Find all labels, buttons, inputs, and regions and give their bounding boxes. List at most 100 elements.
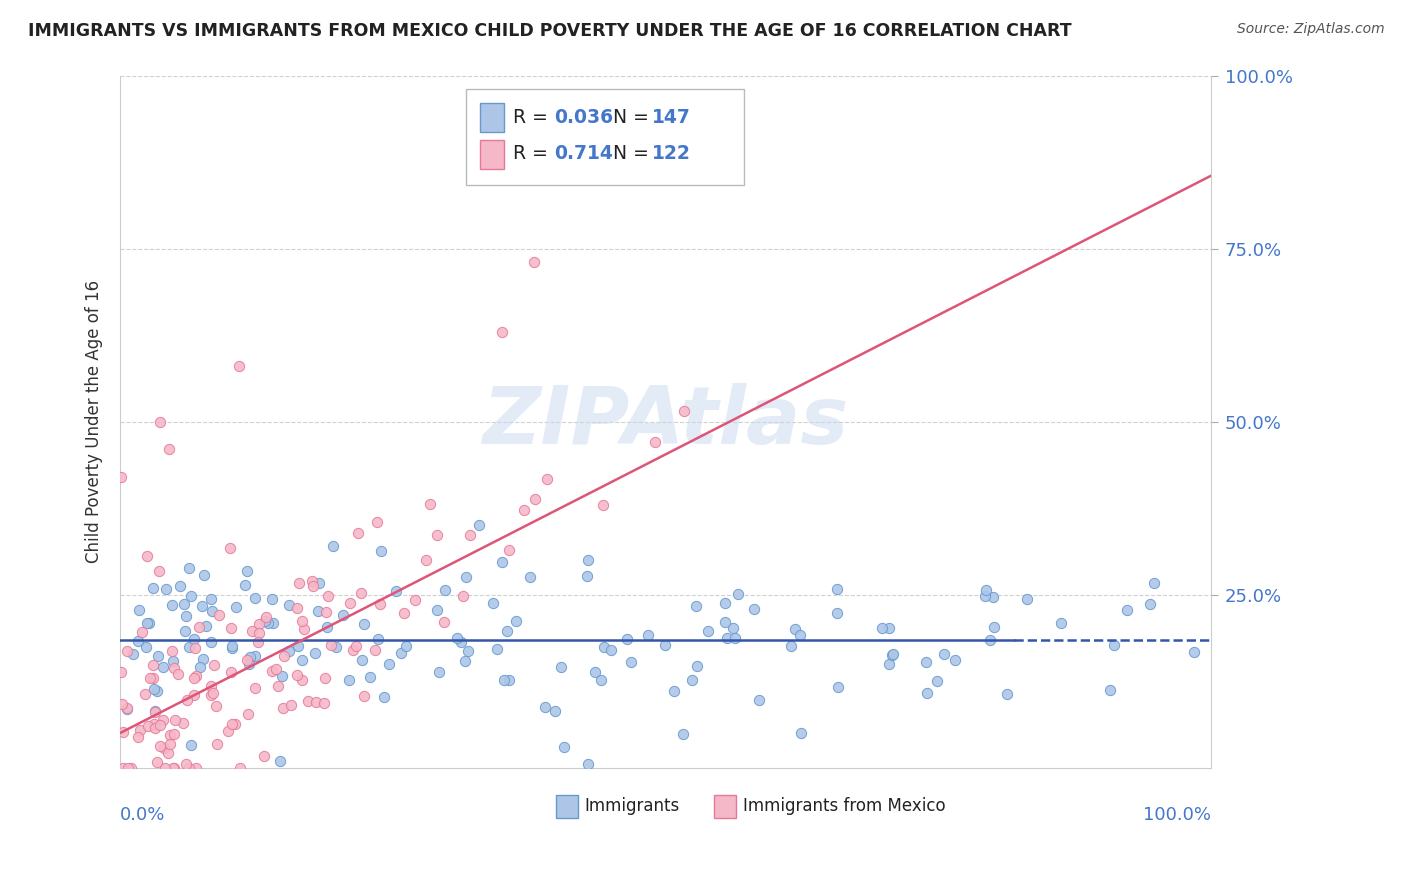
Point [152,714,174,728]
Point [177,640,200,654]
Point [934,647,956,661]
Point [1139,597,1161,611]
Point [325,640,347,654]
Point [138,719,160,733]
Point [426,528,449,542]
Point [350,586,373,600]
Point [278,598,301,612]
Point [662,684,685,698]
Point [456,570,478,584]
Text: Immigrants from Mexico: Immigrants from Mexico [742,797,945,815]
Point [184,669,207,683]
Point [337,673,360,688]
Point [221,640,243,655]
Point [128,603,150,617]
Point [129,723,152,737]
Point [183,688,205,702]
Point [672,727,695,741]
Point [304,646,326,660]
Point [145,755,167,769]
Point [247,635,270,649]
Point [498,543,520,558]
Point [637,628,659,642]
Point [239,649,262,664]
Point [385,583,408,598]
Point [1104,639,1126,653]
Point [394,606,416,620]
Point [446,632,468,646]
Point [332,607,354,622]
Point [142,671,165,685]
Point [304,695,326,709]
Point [136,616,159,631]
Point [995,687,1018,701]
Point [287,601,309,615]
Text: R =: R = [513,108,554,127]
Point [825,582,848,597]
Point [827,680,849,694]
Point [134,687,156,701]
Point [260,664,283,678]
Point [155,761,177,775]
Point [184,761,207,775]
Point [347,526,370,541]
Text: Immigrants: Immigrants [585,797,681,815]
Point [404,593,426,607]
Point [367,632,389,646]
Point [363,642,385,657]
Point [193,567,215,582]
Point [202,658,225,673]
Point [370,543,392,558]
Point [115,644,138,658]
Y-axis label: Child Poverty Under the Age of 16: Child Poverty Under the Age of 16 [86,280,103,563]
Point [378,657,401,672]
Point [983,619,1005,633]
Point [366,516,388,530]
Point [188,659,211,673]
Point [167,667,190,681]
Point [139,672,162,686]
Point [142,657,165,672]
Point [136,549,159,563]
Text: 122: 122 [652,145,692,163]
Point [200,679,222,693]
Text: 147: 147 [652,108,692,127]
Point [254,609,277,624]
Point [280,698,302,712]
Point [221,639,243,653]
Point [219,621,242,635]
Point [228,359,250,374]
Point [180,739,202,753]
Point [143,705,166,719]
Point [162,727,184,741]
Point [120,761,142,775]
Point [149,415,172,429]
Point [122,647,145,661]
Point [505,614,527,628]
Point [143,681,166,696]
Point [644,435,666,450]
Point [149,718,172,732]
Bar [714,796,737,818]
Point [301,574,323,588]
Point [342,643,364,657]
Point [205,737,228,751]
Text: IMMIGRANTS VS IMMIGRANTS FROM MEXICO CHILD POVERTY UNDER THE AGE OF 16 CORRELATI: IMMIGRANTS VS IMMIGRANTS FROM MEXICO CHI… [28,22,1071,40]
Point [217,723,239,738]
Point [491,325,513,339]
Point [184,640,207,655]
Point [188,620,211,634]
Point [236,564,259,578]
Point [979,633,1001,648]
Bar [479,140,503,169]
Point [208,608,231,623]
Point [974,582,997,597]
Point [672,404,695,418]
Point [1098,683,1121,698]
Point [183,671,205,685]
Point [714,615,737,629]
Point [191,651,214,665]
Point [238,706,260,721]
Point [1182,645,1205,659]
Point [395,639,418,653]
